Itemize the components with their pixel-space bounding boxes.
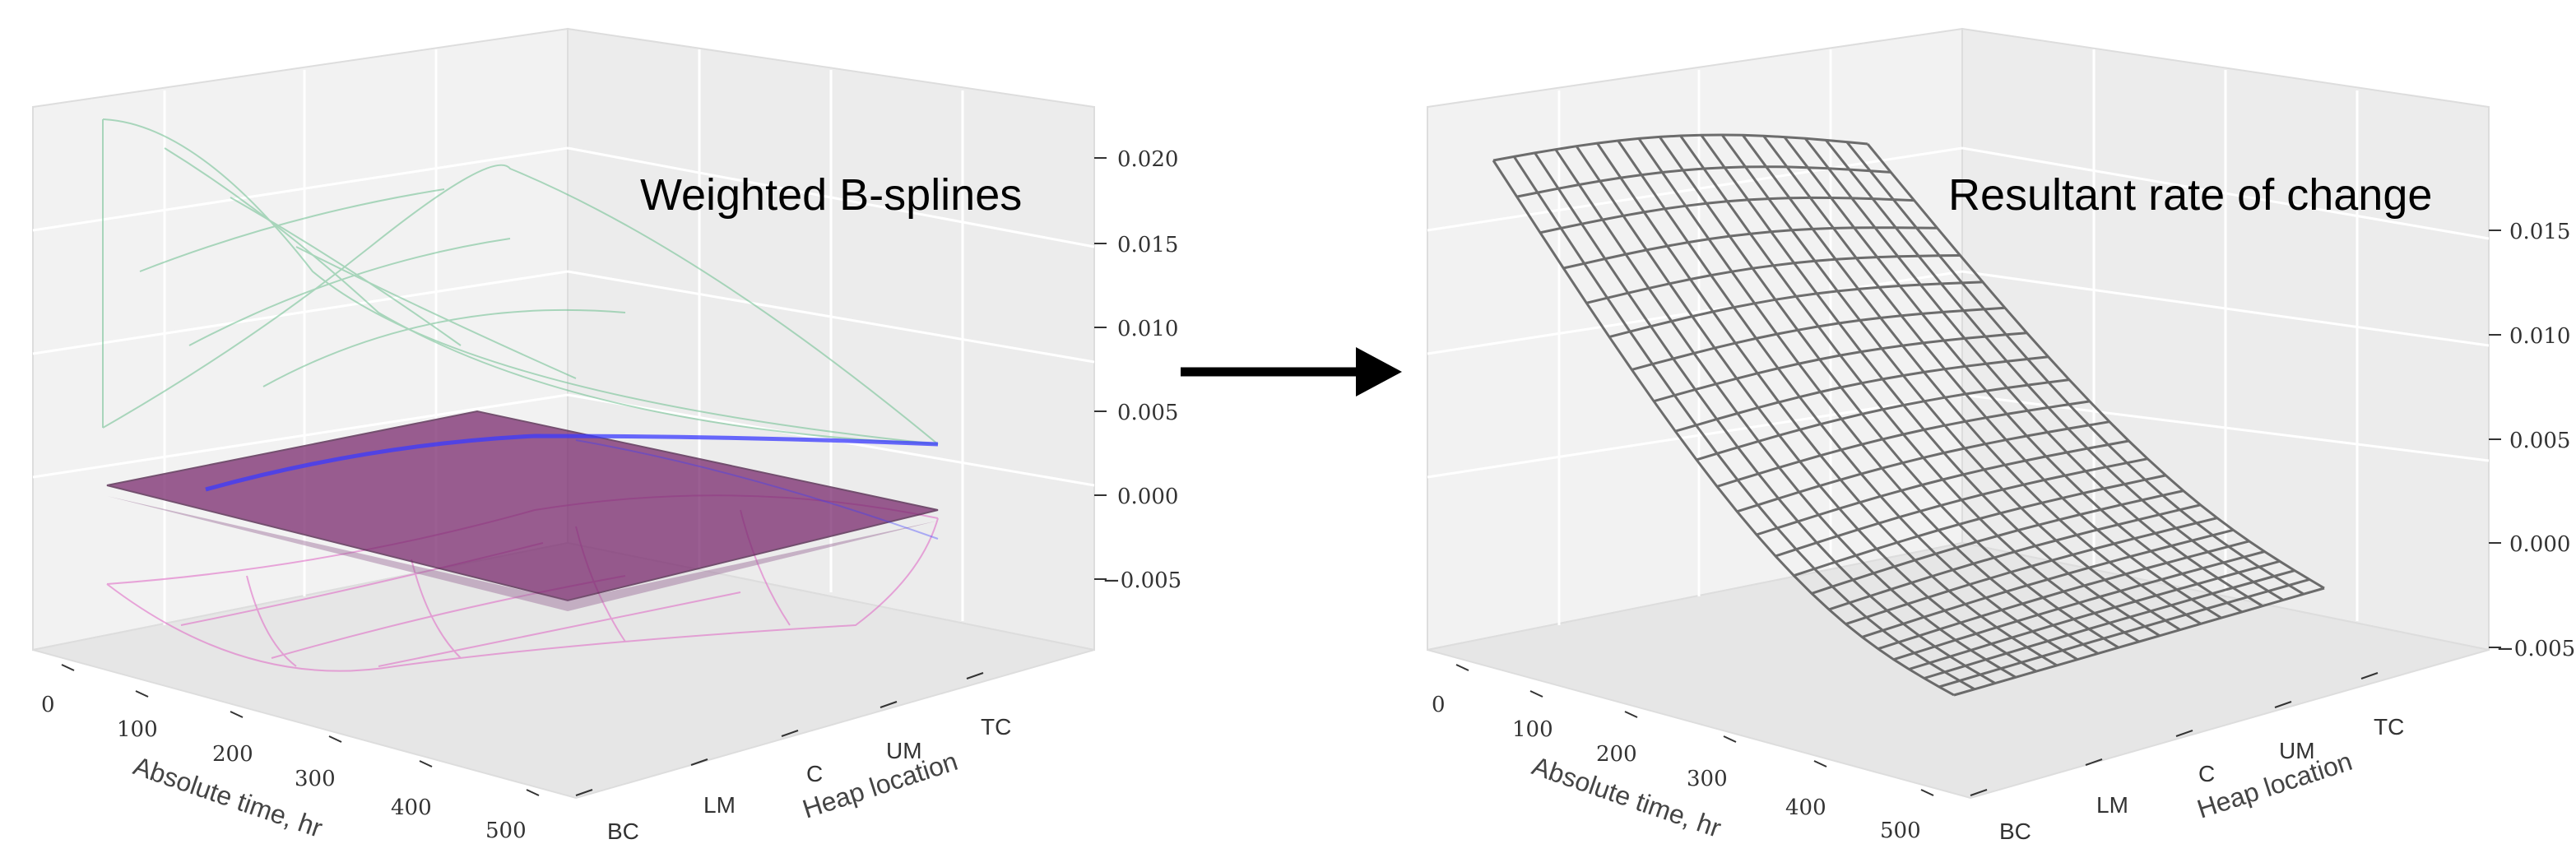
right-time-tick: 500 — [1880, 818, 1921, 843]
mesh-line-heap — [1893, 550, 2265, 661]
left-surface-blue — [205, 434, 939, 540]
right-time-tick: 400 — [1785, 795, 1826, 820]
right-back-pane — [1427, 27, 1963, 652]
right-floor-pane — [1427, 541, 2490, 800]
mesh-line-heap — [1562, 226, 1938, 270]
left-time-tick: 200 — [212, 742, 253, 767]
left-surface-purple — [106, 410, 939, 611]
left-surface-green — [102, 118, 939, 445]
left-z-tick: −0.005 — [1102, 568, 1181, 593]
right-surface-mesh — [1492, 133, 2325, 697]
left-ylabel: Heap location — [799, 746, 961, 824]
mesh-line-heap — [1908, 559, 2281, 670]
right-heap-tick: LM — [2096, 792, 2128, 818]
right-z-tick: 0.000 — [2509, 532, 2570, 557]
right-z-tick: 0.015 — [2509, 220, 2570, 244]
mesh-line-heap — [1674, 355, 2049, 433]
mesh-line-heap — [1696, 378, 2070, 461]
right-heap-tick: C — [2198, 761, 2215, 786]
left-z-tick: 0.005 — [1117, 401, 1178, 425]
mesh-line-heap — [1793, 474, 2166, 577]
mesh-line-heap — [1845, 517, 2218, 626]
left-heap-tick: TC — [981, 714, 1011, 740]
right-heap-tick: UM — [2279, 738, 2315, 763]
arrow — [1181, 347, 1402, 396]
right-time-tick: 300 — [1687, 767, 1728, 791]
mesh-line-heap — [1811, 489, 2184, 595]
mesh-line-heap — [1828, 503, 2201, 611]
left-heap-tick: C — [806, 761, 823, 786]
mesh-line-heap — [1736, 420, 2110, 513]
left-time-tick: 300 — [295, 767, 336, 791]
right-z-tick: −0.005 — [2496, 637, 2575, 661]
right-time-tick: 200 — [1596, 742, 1637, 767]
left-time-ticks: 0 100 200 300 400 500 — [41, 664, 540, 843]
mesh-line-heap — [1756, 439, 2129, 536]
right-heap-tick: TC — [2374, 714, 2404, 740]
right-z-ticks: 0.015 0.010 0.005 0.000 −0.005 — [2489, 220, 2575, 661]
left-floor-pane — [32, 541, 1095, 800]
left-heap-tick: LM — [703, 792, 736, 818]
right-ylabel: Heap location — [2193, 746, 2356, 824]
left-z-ticks: 0.020 0.015 0.010 0.005 0.000 −0.005 — [1094, 147, 1181, 593]
mesh-line-heap — [1539, 196, 1915, 234]
left-time-tick: 100 — [117, 717, 158, 742]
right-z-tick: 0.005 — [2509, 429, 2570, 453]
right-time-tick: 100 — [1512, 717, 1553, 742]
left-z-tick: 0.015 — [1117, 233, 1178, 257]
right-time-ticks: 0 100 200 300 400 500 — [1432, 664, 1934, 843]
right-heap-tick: BC — [1999, 818, 2031, 844]
left-z-tick: 0.010 — [1117, 317, 1178, 341]
left-heap-ticks: BC LM C UM TC — [575, 672, 1011, 844]
mesh-line-heap — [1631, 306, 2006, 371]
left-panel-title: Weighted B-splines — [640, 170, 1022, 220]
mesh-line-heap — [1585, 254, 1961, 304]
left-z-tick: 0.020 — [1117, 147, 1178, 172]
mesh-line-heap — [1716, 400, 2091, 488]
left-heap-tick: BC — [607, 818, 639, 844]
mesh-line-heap — [1953, 587, 2325, 697]
right-z-tick: 0.010 — [2509, 324, 2570, 349]
right-panel-title: Resultant rate of change — [1948, 170, 2432, 220]
left-heap-tick: UM — [886, 738, 922, 763]
mesh-line-heap — [1924, 569, 2295, 679]
mesh-line-heap — [1653, 332, 2027, 403]
left-z-tick: 0.000 — [1117, 485, 1178, 509]
mesh-line-heap — [1861, 528, 2234, 638]
mesh-line-heap — [1938, 577, 2310, 689]
right-time-tick: 0 — [1432, 693, 1446, 717]
mesh-line-heap — [1516, 165, 1891, 198]
mesh-line-heap — [1492, 133, 1868, 162]
left-time-tick: 500 — [485, 818, 527, 843]
left-time-tick: 0 — [41, 693, 55, 717]
mesh-line-heap — [1608, 281, 1984, 339]
right-grid — [1427, 49, 2490, 625]
mesh-line-heap — [1877, 540, 2250, 651]
right-heap-ticks: BC LM C UM TC — [1970, 672, 2404, 844]
panel-left: 0.020 0.015 0.010 0.005 0.000 −0.005 0 1… — [32, 27, 1181, 844]
mesh-line-heap — [1775, 457, 2148, 558]
left-time-tick: 400 — [391, 795, 432, 820]
panel-right: 0.015 0.010 0.005 0.000 −0.005 0 100 200… — [1427, 27, 2575, 844]
